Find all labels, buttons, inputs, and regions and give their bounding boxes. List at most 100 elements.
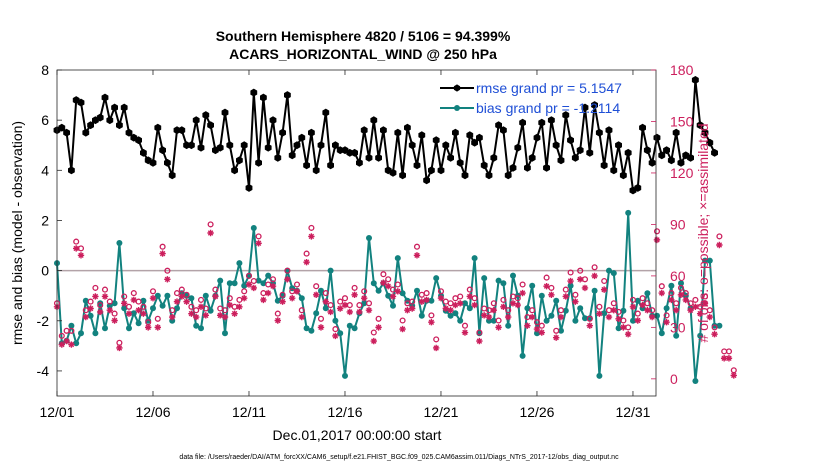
rmse-point — [269, 116, 277, 125]
y-right-tick-label: 120 — [670, 165, 694, 181]
bias-point — [337, 330, 344, 337]
rmse-point — [202, 111, 210, 120]
rmse-point — [538, 118, 546, 127]
obs-assimilated-point — [135, 307, 142, 314]
rmse-point — [418, 131, 426, 140]
y-right-tick-label: 0 — [670, 371, 678, 387]
obs-assimilated-point — [260, 296, 267, 304]
rmse-point — [303, 161, 311, 170]
bias-point — [126, 325, 132, 332]
bias-point — [644, 290, 651, 297]
obs-assimilated-point — [322, 298, 329, 305]
obs-assimilated-point — [490, 307, 497, 314]
obs-possible-point — [716, 233, 723, 240]
rmse-point — [389, 168, 397, 177]
obs-possible-point — [413, 243, 421, 250]
rmse-point — [192, 116, 200, 125]
rmse-point — [643, 146, 651, 155]
x-tick-label: 12/01 — [39, 404, 74, 420]
rmse-point — [605, 126, 613, 135]
obs-possible-point — [365, 300, 373, 307]
obs-assimilated-point — [413, 252, 421, 259]
obs-possible-point — [121, 293, 128, 300]
x-tick-label: 12/31 — [615, 404, 650, 420]
bias-point — [625, 209, 632, 216]
obs-assimilated-point — [149, 295, 157, 302]
legend-label: bias grand pr = -1.2114 — [476, 100, 620, 116]
obs-assimilated-point — [231, 310, 238, 317]
rmse-point — [355, 158, 363, 167]
obs-assimilated-point — [207, 229, 214, 237]
y-left-tick-label: 6 — [41, 112, 49, 128]
rmse-point — [499, 126, 507, 135]
rmse-point — [322, 108, 330, 117]
obs-possible-point — [721, 348, 728, 355]
bias-point — [433, 275, 440, 282]
rmse-point — [135, 136, 142, 145]
bias-point — [370, 280, 377, 287]
rmse-point — [154, 123, 162, 132]
obs-possible-point — [514, 295, 521, 302]
bias-point — [658, 330, 665, 337]
obs-possible-point — [577, 267, 584, 274]
obs-possible-point — [596, 303, 603, 310]
obs-assimilated-point — [125, 310, 133, 317]
bias-point — [145, 317, 152, 324]
rmse-point — [523, 163, 531, 172]
rmse-point — [68, 166, 75, 175]
y-axis-label-left: rmse and bias (model - observation) — [9, 121, 25, 345]
obs-possible-point — [370, 329, 377, 336]
rmse-point — [216, 143, 224, 152]
bias-point — [490, 317, 497, 324]
obs-assimilated-point — [101, 293, 109, 300]
rmse-point — [399, 171, 407, 180]
obs-assimilated-point — [341, 301, 349, 309]
obs-possible-point — [687, 300, 694, 307]
legend-label: rmse grand pr = 5.1547 — [476, 80, 622, 96]
bias-point — [481, 275, 488, 282]
obs-possible-point — [322, 290, 329, 297]
obs-possible-point — [164, 267, 171, 274]
bias-point — [399, 290, 406, 297]
bias-point — [260, 280, 267, 287]
obs-assimilated-point — [92, 293, 99, 300]
obs-possible-point — [241, 288, 248, 295]
obs-assimilated-point — [399, 325, 406, 333]
obs-assimilated-point — [284, 276, 291, 283]
rmse-point — [250, 88, 258, 97]
bias-point — [164, 292, 171, 299]
bias-point — [534, 330, 540, 337]
bias-point — [711, 322, 718, 329]
rmse-point — [259, 93, 267, 102]
obs-assimilated-point — [116, 344, 123, 352]
obs-assimilated-point — [404, 307, 411, 314]
bias-point — [346, 322, 353, 329]
bias-point — [308, 327, 315, 334]
obs-assimilated-point — [370, 337, 377, 345]
rmse-point — [437, 166, 445, 175]
obs-assimilated-point — [452, 301, 459, 309]
bias-point — [394, 255, 401, 262]
obs-assimilated-point — [188, 310, 195, 317]
rmse-point — [365, 153, 373, 162]
rmse-point — [480, 161, 488, 170]
rmse-point — [283, 91, 291, 100]
rmse-point — [111, 103, 118, 112]
obs-possible-point — [212, 286, 219, 293]
rmse-point — [648, 158, 656, 167]
bias-point — [697, 332, 704, 339]
rmse-point — [279, 128, 287, 137]
y-right-tick-label: 150 — [670, 113, 694, 129]
y-axis-label-right: # of obs: o=possible; ×=assimilated — [695, 123, 711, 342]
rmse-point — [264, 143, 272, 152]
bias-point — [702, 257, 708, 264]
obs-possible-point — [634, 310, 641, 317]
obs-possible-point — [274, 310, 281, 317]
obs-possible-point — [433, 336, 440, 343]
obs-assimilated-point — [389, 293, 397, 300]
rmse-point — [634, 183, 642, 192]
obs-possible-point — [361, 288, 368, 295]
obs-assimilated-point — [226, 301, 233, 309]
obs-assimilated-point — [648, 313, 656, 321]
